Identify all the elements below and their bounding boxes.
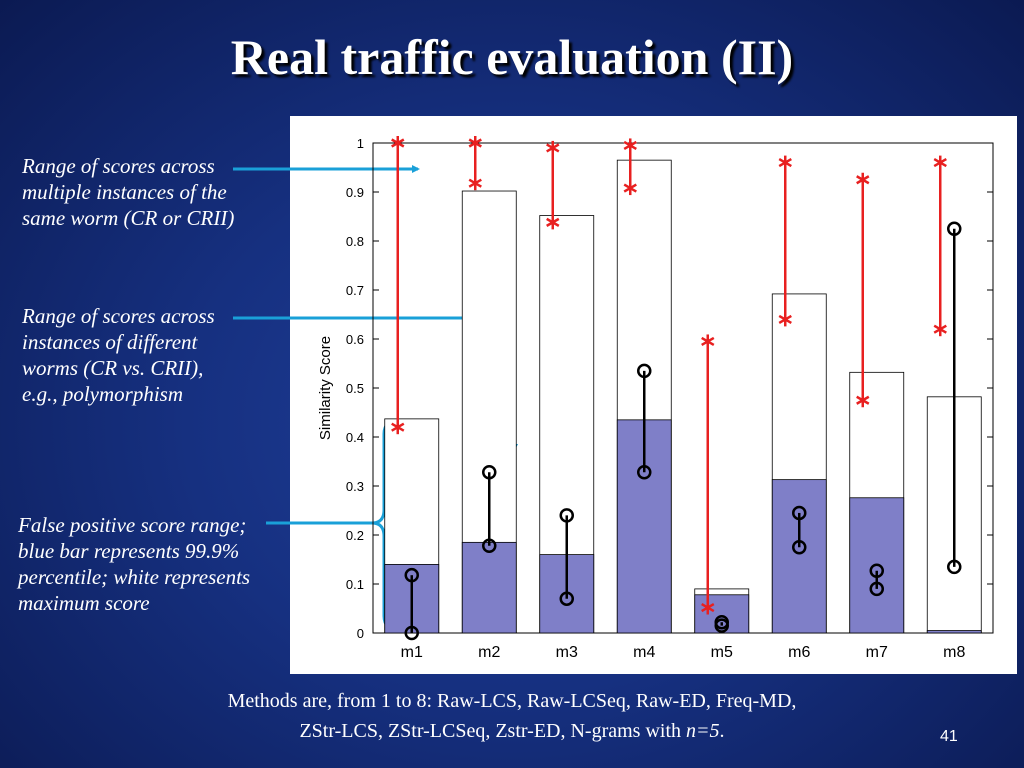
poly-range-point — [482, 538, 497, 554]
worm-range-star — [546, 217, 560, 227]
category-label: m8 — [943, 644, 965, 661]
worm-range-star — [778, 314, 792, 324]
poly-range-point — [947, 559, 962, 575]
poly-range-point — [869, 563, 884, 579]
poly-range-point — [792, 505, 807, 521]
category-label: m5 — [711, 644, 733, 661]
footer-methods: Methods are, from 1 to 8: Raw-LCS, Raw-L… — [227, 690, 797, 742]
worm-range-star — [623, 140, 637, 151]
y-tick-label: 1 — [357, 136, 364, 151]
annotation-line: worms (CR vs. CRII), — [22, 356, 204, 380]
worm-range-star — [468, 138, 482, 148]
category-label: m7 — [866, 644, 888, 661]
poly-range-point — [714, 614, 729, 630]
worm-range-star — [391, 138, 405, 148]
annotation-polymorphism: Range of scores across instances of diffe… — [22, 303, 215, 407]
poly-range-point — [404, 567, 419, 583]
y-axis-label: Similarity Score — [317, 336, 334, 440]
category-label: m6 — [788, 644, 810, 661]
category-label: m3 — [556, 644, 578, 661]
poly-range-point — [482, 465, 497, 480]
y-tick-label: 0.4 — [346, 430, 364, 445]
poly-range-point — [792, 540, 807, 555]
poly-range-point — [637, 363, 652, 379]
category-label: m2 — [478, 644, 500, 661]
worm-range-star — [933, 324, 947, 334]
annotation-false-positive: False positive score range; blue bar repr… — [18, 512, 250, 616]
worm-range-star — [623, 183, 637, 193]
y-tick-label: 0.6 — [346, 332, 364, 347]
worm-range-star — [468, 178, 482, 188]
bar-percentile — [461, 541, 517, 634]
poly-range-point — [559, 508, 574, 523]
y-tick-label: 0.5 — [346, 381, 364, 396]
y-tick-label: 0.9 — [346, 185, 364, 200]
category-label: m4 — [633, 644, 655, 661]
annotation-line: instances of different — [22, 330, 198, 354]
bar-percentile — [926, 630, 982, 634]
annotation-line: maximum score — [18, 591, 150, 615]
bar-percentile — [771, 479, 827, 634]
worm-range-star — [546, 143, 560, 153]
poly-range-point — [404, 625, 419, 641]
worm-range-star — [856, 395, 870, 405]
annotation-line: e.g., polymorphism — [22, 382, 183, 406]
bar-percentile — [694, 594, 750, 634]
poly-range-point — [559, 591, 574, 606]
y-tick-label: 0.8 — [346, 234, 364, 249]
slide-title: Real traffic evaluation (II) — [230, 29, 794, 85]
annotation-line: multiple instances of the — [22, 180, 227, 204]
worm-range-star — [778, 158, 792, 168]
page-number: 41 — [940, 728, 958, 745]
y-tick-label: 0.7 — [346, 283, 364, 298]
annotation-same-worm: Range of scores across multiple instances… — [22, 153, 234, 231]
annotation-line: blue bar represents 99.9% — [18, 539, 240, 563]
worm-range-star — [701, 336, 715, 347]
annotation-line: Range of scores across — [22, 154, 215, 178]
worm-range-star — [701, 602, 715, 613]
annotation-line: percentile; white represents — [18, 565, 251, 589]
poly-range-point — [947, 221, 962, 236]
annotation-line: same worm (CR or CRII) — [22, 206, 235, 230]
worm-range-star — [933, 158, 947, 168]
y-tick-label: 0 — [357, 626, 364, 641]
poly-range-point — [637, 465, 652, 480]
y-tick-label: 0.1 — [346, 577, 364, 592]
y-tick-label: 0.2 — [346, 528, 364, 543]
annotation-line: Range of scores across — [22, 304, 215, 328]
category-label: m1 — [401, 644, 423, 661]
worm-range-star — [391, 422, 405, 432]
worm-range-star — [856, 175, 870, 185]
annotation-line: False positive score range; — [18, 513, 247, 537]
y-tick-label: 0.3 — [346, 479, 364, 494]
poly-range-point — [869, 581, 884, 597]
